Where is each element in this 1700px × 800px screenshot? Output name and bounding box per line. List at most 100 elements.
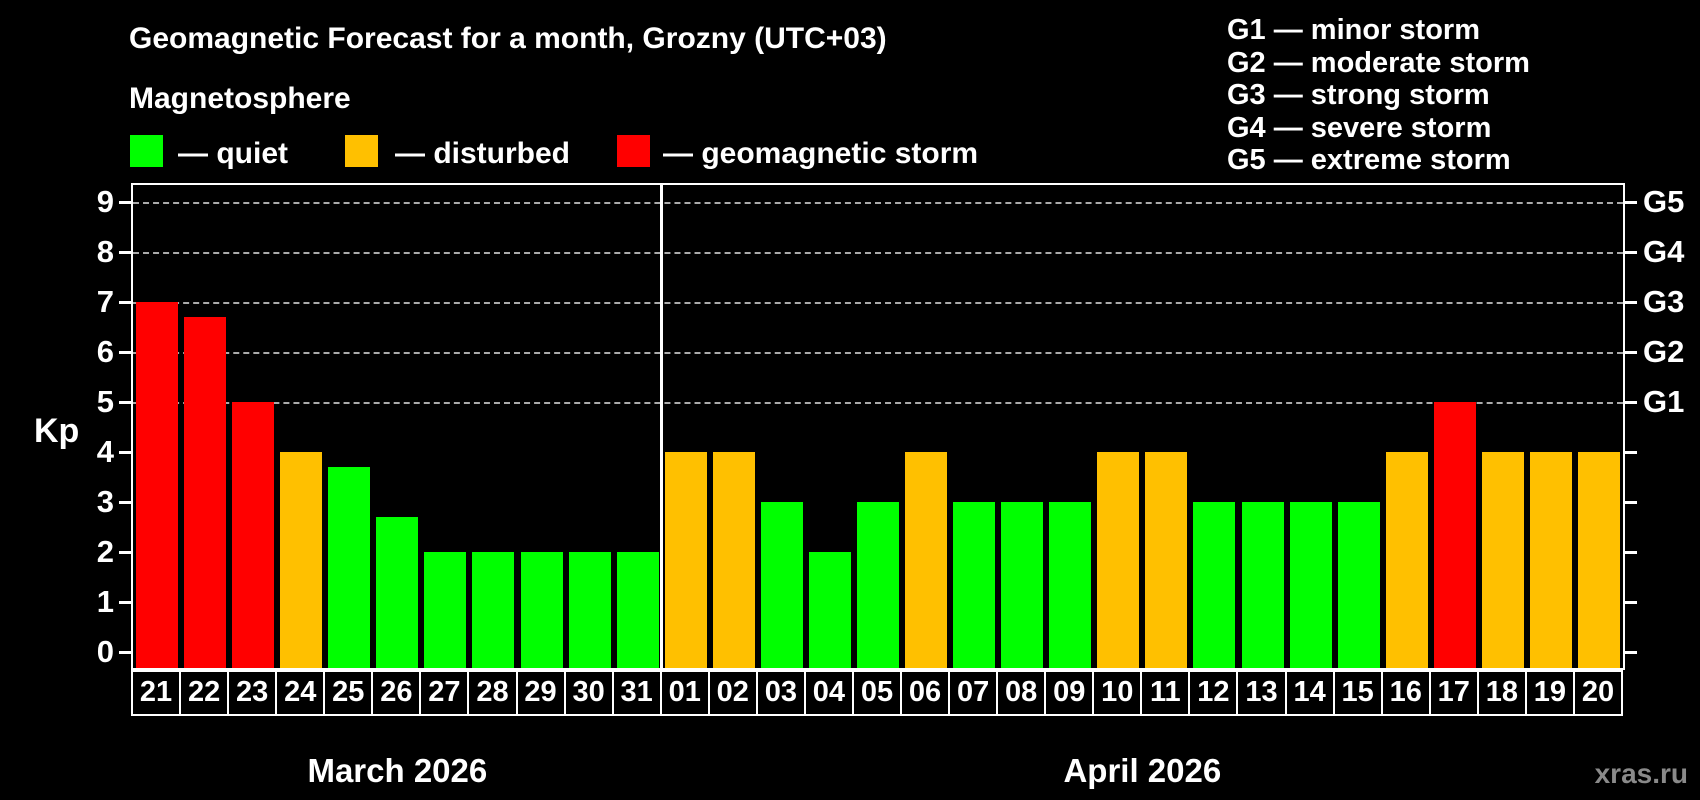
bar-day-04 — [808, 552, 851, 668]
y-tick-label-3: 3 — [96, 484, 114, 519]
bar-day-03 — [760, 502, 803, 668]
day-label-02: 02 — [707, 670, 758, 716]
y-tick-left-9 — [119, 201, 131, 204]
right-axis-label-g4: G4 — [1643, 234, 1685, 269]
bar-day-21 — [136, 302, 179, 668]
g1-legend-line: G1 — minor storm — [1227, 14, 1480, 46]
bar-day-02 — [712, 452, 755, 668]
month-label-march: March 2026 — [307, 752, 488, 789]
bar-day-09 — [1049, 502, 1092, 668]
day-label-04: 04 — [803, 670, 854, 716]
y-tick-label-4: 4 — [96, 434, 114, 469]
y-tick-label-9: 9 — [96, 184, 114, 219]
day-label-03: 03 — [755, 670, 806, 716]
day-label-01: 01 — [659, 670, 710, 716]
y-tick-right-8 — [1625, 251, 1637, 254]
day-label-05: 05 — [851, 670, 903, 716]
bar-day-30 — [568, 552, 611, 668]
bar-day-24 — [280, 452, 323, 668]
day-label-19: 19 — [1524, 670, 1575, 716]
g-scale-legend: G1 — minor storm G2 — moderate storm G3 … — [1227, 14, 1530, 177]
y-tick-right-2 — [1625, 551, 1637, 554]
quiet-legend-label: — quiet — [178, 137, 288, 170]
disturbed-legend-swatch — [345, 135, 378, 167]
right-axis-label-g1: G1 — [1643, 384, 1685, 419]
y-tick-label-8: 8 — [96, 234, 114, 269]
y-tick-left-1 — [119, 601, 131, 604]
day-label-22: 22 — [179, 670, 230, 716]
bar-day-28 — [472, 552, 515, 668]
bar-day-13 — [1241, 502, 1284, 668]
bar-day-25 — [328, 467, 371, 668]
disturbed-legend-label: — disturbed — [395, 137, 571, 170]
gridline-kp7 — [133, 302, 1623, 304]
month-divider — [660, 185, 664, 668]
y-tick-label-7: 7 — [96, 284, 114, 319]
storm-legend-label: — geomagnetic storm — [663, 137, 979, 170]
bar-day-23 — [232, 402, 275, 668]
gridline-kp8 — [133, 252, 1623, 254]
day-label-26: 26 — [371, 670, 422, 716]
day-label-17: 17 — [1428, 670, 1479, 716]
day-label-24: 24 — [275, 670, 326, 716]
magnetosphere-subtitle: Magnetosphere — [129, 82, 351, 115]
quiet-legend-swatch — [130, 135, 163, 167]
day-label-21: 21 — [131, 670, 182, 716]
y-tick-label-0: 0 — [96, 634, 114, 669]
bar-day-11 — [1145, 452, 1188, 668]
bar-day-05 — [857, 502, 899, 668]
day-label-14: 14 — [1284, 670, 1335, 716]
day-label-25: 25 — [323, 670, 374, 716]
y-axis-title: Kp — [34, 412, 80, 450]
y-tick-right-9 — [1625, 201, 1637, 204]
day-label-06: 06 — [900, 670, 951, 716]
day-label-27: 27 — [419, 670, 470, 716]
right-axis-label-g2: G2 — [1643, 334, 1685, 369]
month-label-april: April 2026 — [1063, 752, 1222, 789]
y-tick-left-6 — [119, 351, 131, 354]
day-label-11: 11 — [1140, 670, 1191, 716]
day-label-31: 31 — [611, 670, 662, 716]
bar-day-27 — [424, 552, 467, 668]
day-label-13: 13 — [1236, 670, 1287, 716]
y-tick-right-5 — [1625, 401, 1637, 404]
gridline-kp6 — [133, 352, 1623, 354]
day-label-30: 30 — [563, 670, 614, 716]
watermark: xras.ru — [1594, 758, 1688, 789]
bar-day-19 — [1529, 452, 1572, 668]
y-tick-label-2: 2 — [96, 534, 114, 569]
day-label-09: 09 — [1044, 670, 1095, 716]
y-tick-left-3 — [119, 501, 131, 504]
right-axis-label-g5: G5 — [1643, 184, 1685, 219]
page-title: Geomagnetic Forecast for a month, Grozny… — [129, 22, 887, 55]
y-tick-label-5: 5 — [96, 384, 114, 419]
day-label-12: 12 — [1188, 670, 1239, 716]
bar-day-31 — [616, 552, 659, 668]
y-tick-right-6 — [1625, 351, 1637, 354]
bar-day-26 — [376, 517, 419, 668]
bar-day-08 — [1001, 502, 1044, 668]
y-tick-right-4 — [1625, 451, 1637, 454]
g3-legend-line: G3 — strong storm — [1227, 79, 1490, 111]
y-tick-right-1 — [1625, 601, 1637, 604]
bar-day-12 — [1193, 502, 1236, 668]
y-tick-label-1: 1 — [96, 584, 114, 619]
day-label-16: 16 — [1380, 670, 1431, 716]
y-tick-left-7 — [119, 301, 131, 304]
right-axis-label-g3: G3 — [1643, 284, 1685, 319]
bar-day-15 — [1337, 502, 1380, 668]
day-label-10: 10 — [1092, 670, 1143, 716]
bar-day-22 — [184, 317, 227, 668]
y-tick-left-2 — [119, 551, 131, 554]
y-tick-right-0 — [1625, 651, 1637, 654]
g4-legend-line: G4 — severe storm — [1227, 111, 1492, 144]
day-label-28: 28 — [467, 670, 518, 716]
day-label-08: 08 — [996, 670, 1047, 716]
bar-day-07 — [953, 502, 996, 668]
day-label-07: 07 — [948, 670, 999, 716]
y-tick-left-4 — [119, 451, 131, 454]
bar-day-01 — [664, 452, 707, 668]
y-tick-right-7 — [1625, 301, 1637, 304]
y-tick-label-6: 6 — [96, 334, 114, 369]
